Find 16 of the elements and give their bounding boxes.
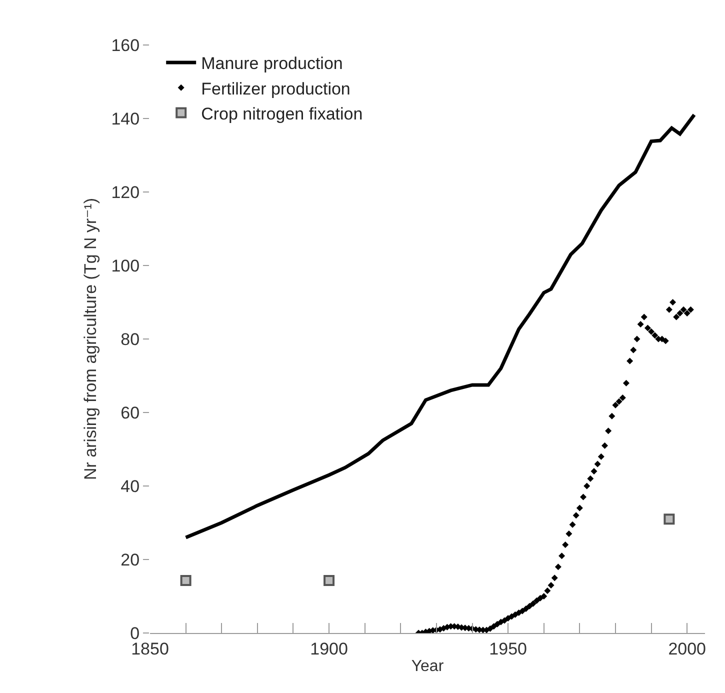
y-tick-label: 120: [111, 182, 140, 202]
y-tick-label: 80: [120, 330, 140, 349]
legend-label: Fertilizer production: [201, 79, 350, 98]
legend-label: Manure production: [201, 54, 343, 74]
x-tick-label: 1950: [489, 639, 527, 658]
y-tick-label: 20: [120, 550, 140, 570]
x-tick-label: 2000: [668, 639, 706, 658]
y-tick-label: 60: [120, 403, 140, 422]
x-tick-label: 1900: [310, 639, 348, 658]
y-tick-label: 40: [120, 476, 140, 496]
y-tick-label: 140: [111, 109, 140, 128]
x-axis-title: Year: [411, 658, 444, 676]
y-axis-title: Nr arising from agriculture (Tg N yr⁻¹): [80, 198, 100, 480]
y-tick-label: 160: [111, 36, 140, 55]
y-tick-label: 100: [111, 256, 140, 276]
legend-label: Crop nitrogen fixation: [201, 104, 363, 124]
